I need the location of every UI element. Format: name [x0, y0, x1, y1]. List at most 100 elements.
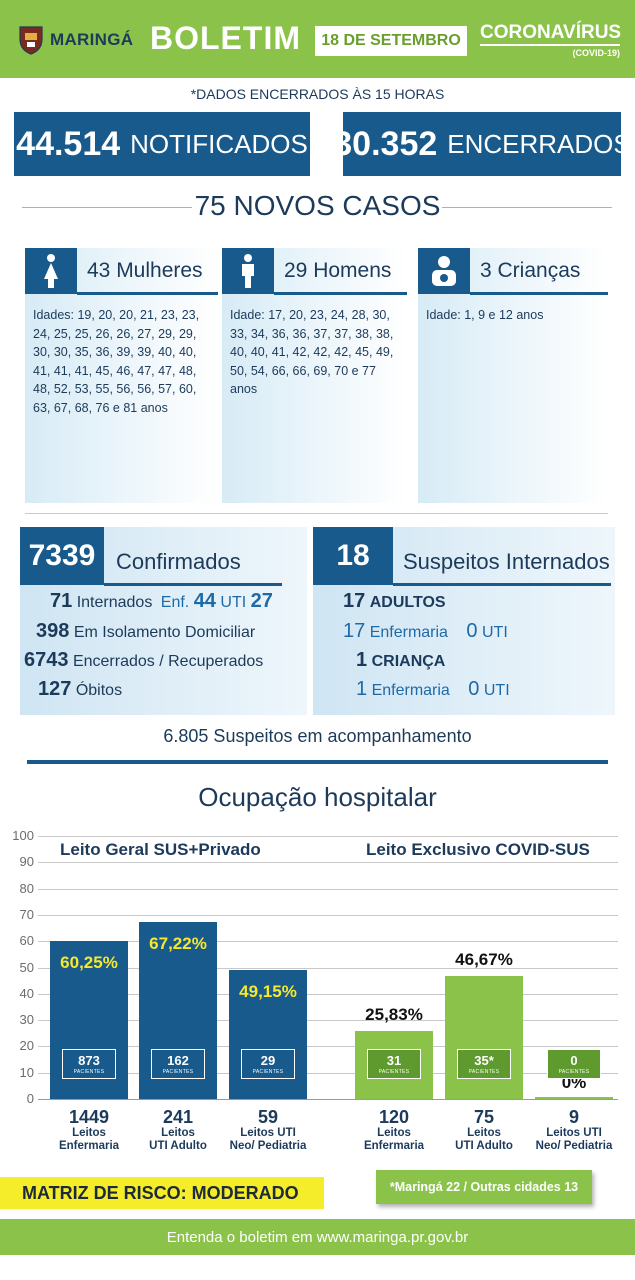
- beds-total: 9: [568, 1107, 579, 1127]
- confirmed-number: 7339: [20, 527, 104, 585]
- y-tick-label: 30: [19, 1012, 34, 1028]
- category-line-1: Leitos: [72, 1127, 106, 1139]
- patients-caption: PACIENTES: [378, 1069, 410, 1075]
- icu-origin-note: *Maringá 22 / Outras cidades 13: [376, 1170, 592, 1204]
- confirmed-panel: 7339 Confirmados: [20, 527, 307, 715]
- child-ward-number: 1: [356, 678, 368, 700]
- city-name: MARINGÁ: [50, 30, 134, 49]
- child-beds-row: 1 Enfermaria 0 UTI: [356, 678, 510, 701]
- patients-count: 31: [386, 1053, 402, 1068]
- y-tick-label: 100: [12, 828, 34, 843]
- patients-badge: 873 PACIENTES: [62, 1049, 116, 1079]
- grid-line: [38, 993, 618, 995]
- child-label: CRIANÇA: [371, 653, 446, 670]
- adults-ward-label: Enfermaria: [369, 624, 448, 641]
- child-number: 1: [356, 649, 368, 671]
- y-tick-label: 20: [19, 1038, 34, 1054]
- x-category-label: 120 Leitos Enfermaria: [349, 1107, 439, 1153]
- bar: [445, 976, 523, 1099]
- category-line-1: Leitos UTI: [546, 1127, 602, 1139]
- patients-caption: PACIENTES: [468, 1069, 500, 1075]
- grid-line: [38, 836, 618, 837]
- beds-total: 75: [473, 1107, 495, 1127]
- children-ages: Idade: 1, 9 e 12 anos: [426, 308, 544, 322]
- card-underline: [274, 292, 407, 295]
- closed-number: 30.352: [333, 124, 438, 163]
- patients-caption: PACIENTES: [73, 1069, 105, 1075]
- women-card: 43 Mulheres Idades: 19, 20, 20, 21, 23, …: [25, 248, 218, 503]
- bar-value-label: 46,67%: [455, 950, 513, 970]
- panel-underline: [104, 583, 282, 586]
- page-title: BOLETIM: [150, 20, 301, 56]
- patients-badge: 29 PACIENTES: [241, 1049, 295, 1079]
- grid-line: [38, 1072, 618, 1074]
- new-cases-heading: 75 NOVOS CASOS: [0, 190, 635, 226]
- category-line-2: Neo/ Pediatria: [229, 1140, 307, 1152]
- bar: [535, 1097, 613, 1099]
- grid-line: [38, 1020, 618, 1022]
- y-tick-label: 0: [26, 1091, 34, 1106]
- card-underline: [77, 292, 218, 295]
- city-logo: MARINGÁ: [18, 24, 133, 56]
- adults-number: 17: [343, 590, 366, 612]
- y-tick-label: 40: [19, 985, 34, 1001]
- isolation-number: 398: [36, 620, 70, 642]
- patients-caption: PACIENTES: [558, 1069, 590, 1075]
- adults-ward-number: 17: [343, 620, 366, 642]
- grid-line: [38, 967, 618, 969]
- grid-line: [38, 1099, 618, 1100]
- grid-line: [38, 1046, 618, 1048]
- x-category-label: 241 Leitos UTI Adulto: [133, 1107, 223, 1153]
- woman-icon: [25, 248, 77, 294]
- recovered-row: 6743 Encerrados / Recuperados: [24, 649, 263, 672]
- icu-number: 27: [250, 590, 273, 612]
- closed-box: 30.352 ENCERRADOS: [333, 112, 631, 176]
- risk-matrix-banner: MATRIZ DE RISCO: MODERADO: [0, 1177, 324, 1209]
- y-tick-label: 10: [19, 1064, 34, 1080]
- deaths-row: 127 Óbitos: [38, 678, 122, 701]
- patients-badge: 162 PACIENTES: [151, 1049, 205, 1079]
- isolation-row: 398 Em Isolamento Domiciliar: [36, 620, 255, 643]
- category-line-1: Leitos: [467, 1127, 501, 1139]
- notified-box: 44.514 NOTIFICADOS: [14, 112, 310, 176]
- deaths-number: 127: [38, 678, 72, 700]
- notified-label: NOTIFICADOS: [130, 128, 308, 159]
- hospitalized-label: Internados: [76, 594, 153, 611]
- suspects-label: Suspeitos Internados: [403, 549, 610, 574]
- y-tick-label: 80: [19, 880, 34, 896]
- patients-badge: 31 PACIENTES: [367, 1049, 421, 1079]
- bar-value-label: 49,15%: [239, 981, 297, 1001]
- patients-count: 162: [167, 1053, 189, 1068]
- date-badge: 18 DE SETEMBRO: [315, 26, 467, 56]
- category-line-1: Leitos UTI: [240, 1127, 296, 1139]
- child-icu-number: 0: [468, 678, 480, 700]
- recovered-number: 6743: [24, 649, 69, 671]
- adults-icu-number: 0: [466, 620, 478, 642]
- card-underline: [470, 292, 608, 295]
- hospitalized-number: 71: [50, 590, 73, 612]
- men-count: 29 Homens: [284, 259, 392, 282]
- men-card: 29 Homens Idade: 17, 20, 23, 24, 28, 30,…: [222, 248, 407, 503]
- children-count: 3 Crianças: [480, 259, 581, 282]
- patients-badge: 0 PACIENTES: [547, 1049, 601, 1079]
- ward-number: 44: [193, 590, 216, 612]
- suspects-number: 18: [313, 527, 393, 585]
- category-line-1: Leitos: [161, 1127, 195, 1139]
- x-category-label: 75 Leitos UTI Adulto: [439, 1107, 529, 1153]
- recovered-label: Encerrados / Recuperados: [72, 653, 264, 670]
- isolation-label: Em Isolamento Domiciliar: [73, 624, 256, 641]
- women-count: 43 Mulheres: [87, 259, 203, 282]
- beds-total: 120: [378, 1107, 410, 1127]
- y-tick-label: 60: [19, 933, 34, 949]
- grid-line: [38, 888, 618, 890]
- header-bar: MARINGÁ BOLETIM 18 DE SETEMBRO CORONAVÍR…: [0, 0, 635, 78]
- beds-total: 1449: [68, 1107, 110, 1127]
- monitoring-text: 6.805 Suspeitos em acompanhamento: [163, 726, 472, 746]
- bar-value-label: 67,22%: [149, 934, 207, 954]
- child-row: 1 CRIANÇA: [356, 649, 445, 672]
- patients-count: 0: [570, 1053, 578, 1068]
- category-line-2: Enfermaria: [58, 1140, 120, 1152]
- beds-total: 59: [257, 1107, 279, 1127]
- footer-link[interactable]: Entenda o boletim em www.maringa.pr.gov.…: [0, 1219, 635, 1255]
- adults-beds-row: 17 Enfermaria 0 UTI: [343, 620, 508, 643]
